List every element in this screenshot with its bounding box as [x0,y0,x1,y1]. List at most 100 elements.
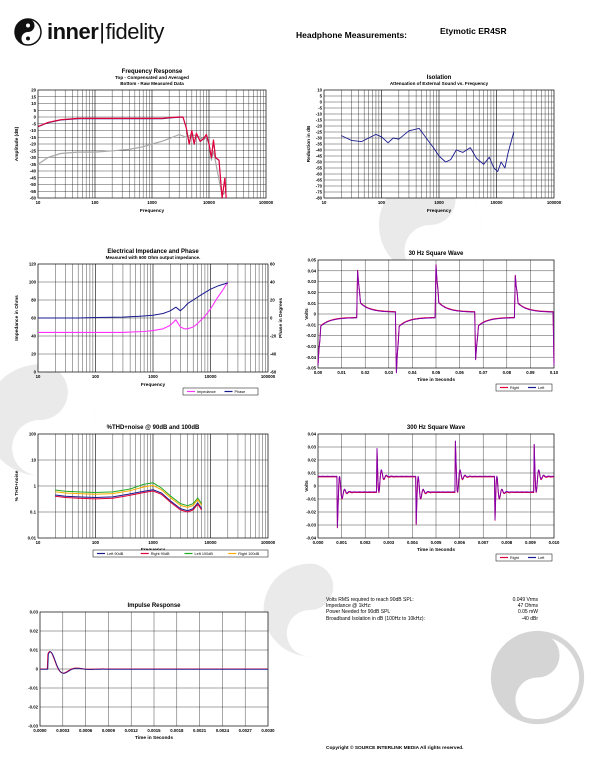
y-tick-label: 20 [31,352,36,357]
y-tick-label: -0.02 [306,333,316,338]
y-tick-label: 10 [31,458,36,463]
copyright: Copyright © SOURCE INTERLINK MEDIA All r… [326,746,464,751]
x-tick-label: 100 [92,540,100,545]
y-tick-label: -55 [30,189,37,194]
y-tick-label: 0.02 [30,629,39,634]
y-tick-label: -30 [30,155,37,160]
y-tick-label: -35 [316,142,323,147]
y-tick-label: 0 [34,115,37,120]
x-tick-label: 0.10 [550,370,559,375]
chart-title: Isolation [427,75,452,81]
x-tick-label: 10000 [205,540,218,545]
legend-box [92,549,269,558]
y-tick-label: -25 [30,148,37,153]
series-right-100db-line [55,484,203,508]
y-tick-label: 5 [320,94,323,99]
series-left-100db-line [55,482,203,507]
y-tick-label: -0.03 [28,724,38,729]
y-tick-label: -45 [316,154,323,159]
y-tick-label: -50 [30,182,37,187]
y-tick-label: -0.01 [306,322,316,327]
y-tick-label: -0.04 [306,355,316,360]
y-tick-label: -50 [316,160,323,165]
y-tick-label: -0.03 [306,523,316,528]
y-tick-label: 100 [29,432,37,437]
chart-title: Impulse Response [127,603,181,609]
y-tick-label: 0.01 [30,648,39,653]
y-tick-label: -20 [30,142,37,147]
y2-tick-label: -60 [270,370,277,375]
y-tick-label: 20 [31,88,36,93]
y-tick-label: 0.01 [28,536,37,541]
y-axis-label: % THD+noise [14,470,20,501]
y-tick-label: 0.05 [308,258,317,263]
x-tick-label: 1000 [148,374,158,379]
x-tick-label: 0.008 [501,540,512,545]
y-tick-label: 10 [317,88,322,93]
x-tick-label: 0.0030 [261,728,275,733]
yin-yang-headphone-icon [14,18,42,46]
series-right-90db-line [55,490,203,513]
x-tick-label: 0.010 [549,540,560,545]
y2-tick-label: -20 [270,334,277,339]
legend-box [495,553,553,562]
x-tick-label: 100000 [261,540,276,545]
y-tick-label: 0 [314,484,317,489]
y-tick-label: -25 [316,130,323,135]
x-tick-label: 0.00 [314,370,323,375]
chart-title: 30 Hz Square Wave [409,251,464,257]
x-tick-label: 10 [36,374,41,379]
x-tick-label: 0.08 [503,370,512,375]
y-axis-label: Amplitude (dB) [14,126,20,161]
chart-subtitle: Top - Compensated and Averaged [115,75,189,80]
y-tick-label: -0.01 [306,497,316,502]
x-tick-label: 0.004 [407,540,418,545]
square-wave-300hz-chart: 300 Hz Square Wave0.040.030.020.010-0.01… [304,425,560,562]
y-tick-label: 5 [34,108,37,113]
x-axis-label: Frequency [140,208,165,214]
x-tick-label: 10000 [491,200,504,205]
legend-label: Right [510,556,520,560]
x-tick-label: 0.000 [313,540,324,545]
x-axis-label: Frequency [427,208,452,214]
chart-title: 300 Hz Square Wave [407,425,466,431]
x-tick-label: 10000 [205,374,218,379]
y-tick-label: -70 [316,184,323,189]
x-tick-label: 100 [378,200,386,205]
legend-label: Impedance [197,390,216,394]
y-tick-label: -20 [316,124,323,129]
chart-title: Frequency Response [122,69,183,75]
x-tick-label: 10 [36,200,41,205]
x-axis-label: Time in Seconds [135,735,173,741]
y-tick-label: 0 [36,667,39,672]
x-tick-label: 10 [322,200,327,205]
y2-tick-label: 20 [270,298,275,303]
series-left-line [40,651,268,674]
y2-tick-label: 0 [270,316,273,321]
y2-axis-label: Phase in Degrees [278,298,284,338]
chart-subtitle: Measured with 600 Ohm output impedance. [106,255,201,260]
chart-title: Electrical Impedance and Phase [107,249,199,255]
y-tick-label: 15 [31,94,36,99]
x-tick-label: 0.002 [360,540,371,545]
y-tick-label: 0 [314,312,317,317]
y-tick-label: -0.03 [306,344,316,349]
legend-box [182,387,259,396]
x-tick-label: 0.0006 [79,728,93,733]
series-impedance-line [38,281,229,333]
y-tick-label: 0.03 [308,279,317,284]
y-tick-label: -55 [316,166,323,171]
x-tick-label: 10000 [203,200,216,205]
y-tick-label: -0.05 [306,366,316,371]
x-tick-label: 10 [36,540,41,545]
y-axis-label: Impedance in Ohms [14,295,20,341]
y-tick-label: 0 [320,100,323,105]
y-tick-label: -10 [316,112,323,117]
legend-label: Left [538,556,545,560]
series-isolation-line [341,127,515,173]
x-tick-label: 0.009 [525,540,536,545]
x-tick-label: 100 [91,200,99,205]
x-tick-label: 1000 [434,200,444,205]
